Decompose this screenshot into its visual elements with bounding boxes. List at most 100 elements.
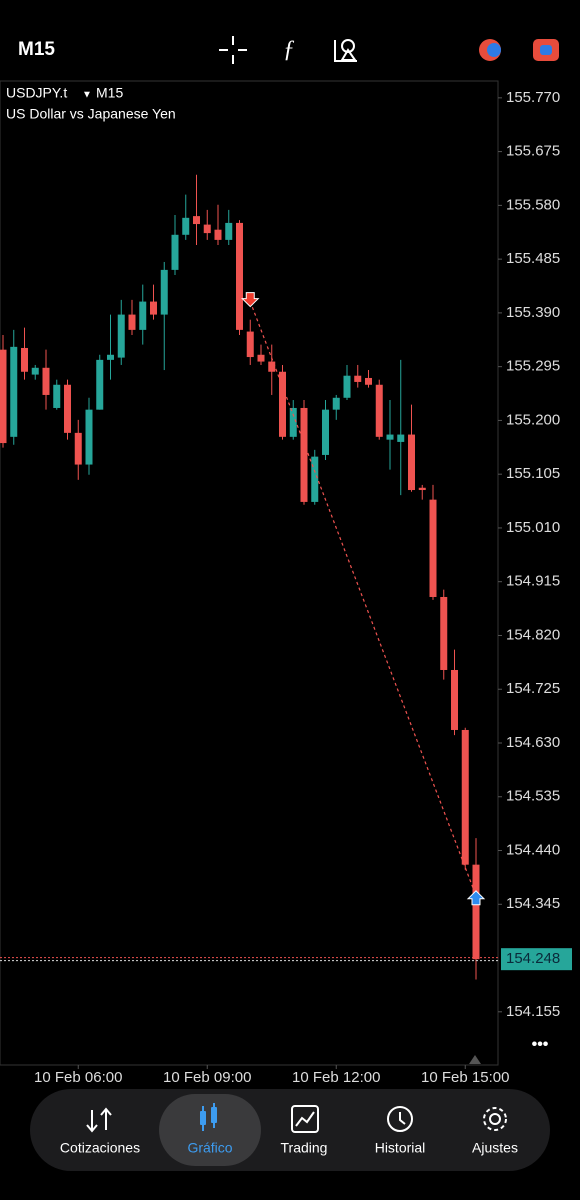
candle-body [85, 409, 93, 465]
candle-body [193, 216, 200, 225]
candle-body [128, 314, 136, 330]
quotes-icon[interactable] [86, 1107, 112, 1133]
candle-body [96, 359, 104, 410]
candle-body [42, 367, 50, 395]
y-tick-label: 155.580 [506, 196, 560, 213]
objects-icon[interactable] [334, 39, 357, 62]
candle-body [117, 314, 125, 358]
buy-marker [466, 890, 486, 906]
scroll-marker [469, 1055, 481, 1064]
y-tick-label: 154.725 [506, 680, 560, 697]
y-tick-label: 154.820 [506, 626, 560, 643]
candle-body [418, 487, 426, 491]
candle-body [375, 384, 383, 437]
candle-body [150, 301, 157, 315]
y-tick-label: 155.295 [506, 358, 560, 375]
y-tick-label: 154.915 [506, 573, 560, 590]
y-tick-label: 154.630 [506, 734, 560, 751]
x-tick-label: 10 Feb 09:00 [163, 1069, 251, 1086]
symbol-dropdown[interactable]: ▼ [82, 90, 92, 101]
y-tick-label: 155.675 [506, 143, 560, 160]
y-tick-label: 155.010 [506, 519, 560, 536]
candle-body [203, 224, 211, 234]
candle-body [343, 375, 351, 398]
candle-body [440, 596, 448, 670]
candle-body [74, 432, 82, 465]
tab-label[interactable]: Gráfico [187, 1140, 232, 1156]
trade-icon[interactable] [533, 39, 559, 61]
candle-body [182, 217, 190, 235]
candle-body [472, 864, 480, 960]
tab-bar [30, 1089, 550, 1171]
chart-frame [0, 80, 499, 1066]
candle-body [365, 377, 372, 385]
candle-body [461, 729, 469, 865]
current-price-box [501, 948, 572, 971]
settings-icon[interactable] [483, 1107, 507, 1131]
timeframe-button[interactable]: M15 [18, 39, 55, 60]
candle-body [214, 229, 222, 240]
candle-body [31, 367, 39, 375]
candle-body [311, 456, 319, 502]
sell-marker [241, 292, 260, 308]
candle-body [386, 434, 394, 440]
symbol[interactable]: USDJPY.t [6, 85, 67, 101]
trade-line [249, 301, 477, 897]
plot: 155.770 155.675 155.580 155.485 155.390 155.2… [0, 89, 572, 1086]
y-tick-label: 155.390 [506, 304, 560, 321]
tab-label[interactable]: Historial [375, 1140, 426, 1156]
candle-body [279, 371, 286, 437]
candle-body [429, 499, 437, 597]
active-tab-highlight [159, 1094, 261, 1166]
y-tick-label: 155.770 [506, 89, 560, 106]
tab-label[interactable]: Trading [281, 1140, 328, 1156]
current-price-label: 154.248 [506, 950, 560, 967]
y-tick-label: 154.345 [506, 895, 560, 912]
more-button[interactable]: ••• [532, 1036, 549, 1053]
candle-body [397, 434, 405, 442]
candle-body [236, 222, 243, 330]
tab-label[interactable]: Ajustes [472, 1140, 518, 1156]
candle-body [289, 407, 297, 437]
tab-label[interactable]: Cotizaciones [60, 1140, 140, 1156]
chart-icon[interactable] [200, 1103, 217, 1131]
y-tick-label: 154.440 [506, 841, 560, 858]
y-tick-label: 154.535 [506, 788, 560, 805]
account-icon[interactable] [479, 39, 501, 61]
candle-body [332, 397, 340, 410]
candle-body [225, 222, 233, 240]
y-tick-label: 155.105 [506, 465, 560, 482]
candle-body [171, 234, 179, 270]
candle-body [21, 347, 28, 372]
symbol-description: US Dollar vs Japanese Yen [6, 106, 176, 122]
x-tick-label: 10 Feb 12:00 [292, 1069, 380, 1086]
y-tick-label: 155.485 [506, 250, 560, 267]
candle-body [268, 361, 276, 372]
y-tick-label: 154.155 [506, 1003, 560, 1020]
candle-body [64, 384, 71, 433]
candle-body [257, 354, 265, 362]
candle-body [0, 349, 7, 444]
indicators-icon[interactable]: ƒ [283, 37, 295, 63]
candle-body [107, 354, 114, 360]
candle-body [139, 301, 147, 330]
y-tick-label: 155.200 [506, 411, 560, 428]
candle-body [160, 269, 168, 315]
x-tick-label: 10 Feb 15:00 [421, 1069, 509, 1086]
candle-body [246, 331, 254, 358]
candle-body [408, 434, 415, 491]
candle-body [451, 669, 458, 730]
crosshair-icon[interactable] [219, 36, 247, 64]
trading-icon[interactable] [291, 1105, 319, 1133]
candle-body [53, 384, 61, 408]
candle-body [354, 375, 362, 382]
candle-body [300, 407, 308, 502]
history-icon[interactable] [387, 1106, 413, 1132]
candle-body [322, 409, 329, 455]
chart-timeframe: M15 [96, 85, 123, 101]
x-tick-label: 10 Feb 06:00 [34, 1069, 122, 1086]
candle-body [10, 346, 18, 437]
